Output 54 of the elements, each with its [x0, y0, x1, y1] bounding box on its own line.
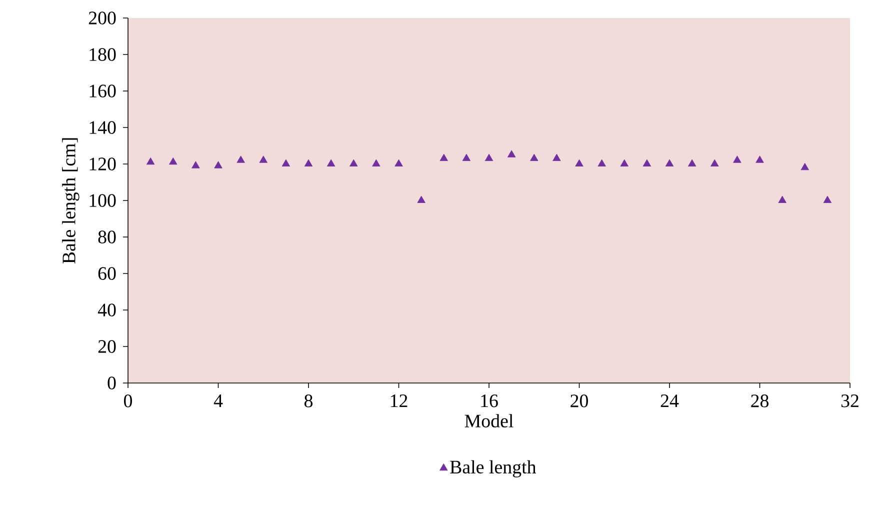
x-axis-title: Model	[464, 414, 514, 428]
point	[484, 154, 494, 161]
point	[530, 154, 538, 161]
point	[146, 157, 155, 165]
point	[507, 150, 516, 158]
x-tick-label: 4	[214, 394, 223, 407]
point	[778, 196, 786, 203]
point	[756, 156, 764, 163]
x-tick-label: 24	[660, 394, 679, 408]
x-tick-label: 28	[751, 394, 768, 408]
legend-label: Bale length	[450, 460, 536, 478]
point	[665, 159, 674, 166]
point	[598, 159, 606, 166]
point	[733, 156, 742, 163]
point	[620, 159, 628, 166]
y-tick-label: 160	[90, 84, 116, 98]
y-tick-label: 80	[98, 230, 116, 244]
point	[282, 159, 290, 166]
y-tick-label: 40	[98, 304, 116, 316]
point	[688, 159, 696, 166]
point	[417, 196, 426, 203]
x-tick-label: 8	[304, 394, 313, 408]
point	[214, 161, 222, 168]
point	[575, 159, 584, 166]
x-tick-label: 12	[390, 394, 408, 408]
point	[169, 157, 178, 165]
y-axis-title: Bale length [cm]	[62, 138, 80, 264]
y-tick-label: 60	[98, 267, 116, 280]
point	[462, 154, 471, 161]
point	[552, 154, 561, 161]
point	[236, 156, 245, 163]
point	[642, 159, 652, 166]
point	[259, 156, 268, 163]
point	[710, 159, 719, 166]
y-tick-label: 0	[108, 376, 116, 390]
y-tick-label: 20	[98, 340, 116, 353]
point	[823, 196, 832, 203]
point	[440, 154, 448, 161]
x-tick-label: 0	[124, 394, 132, 408]
point	[800, 162, 809, 170]
y-tick-label: 100	[90, 194, 116, 207]
point	[394, 159, 403, 166]
y-tick-label: 120	[90, 158, 116, 170]
y-tick-label: 180	[90, 48, 116, 61]
x-tick-label: 16	[481, 394, 498, 408]
point	[192, 161, 200, 168]
point	[350, 159, 358, 166]
x-tick-label: 20	[570, 394, 588, 408]
y-tick-label: 140	[90, 121, 116, 134]
point	[326, 159, 336, 166]
point	[304, 159, 313, 166]
x-tick-label: 32	[841, 394, 858, 408]
y-tick-label: 200	[88, 12, 116, 24]
point	[372, 159, 380, 166]
